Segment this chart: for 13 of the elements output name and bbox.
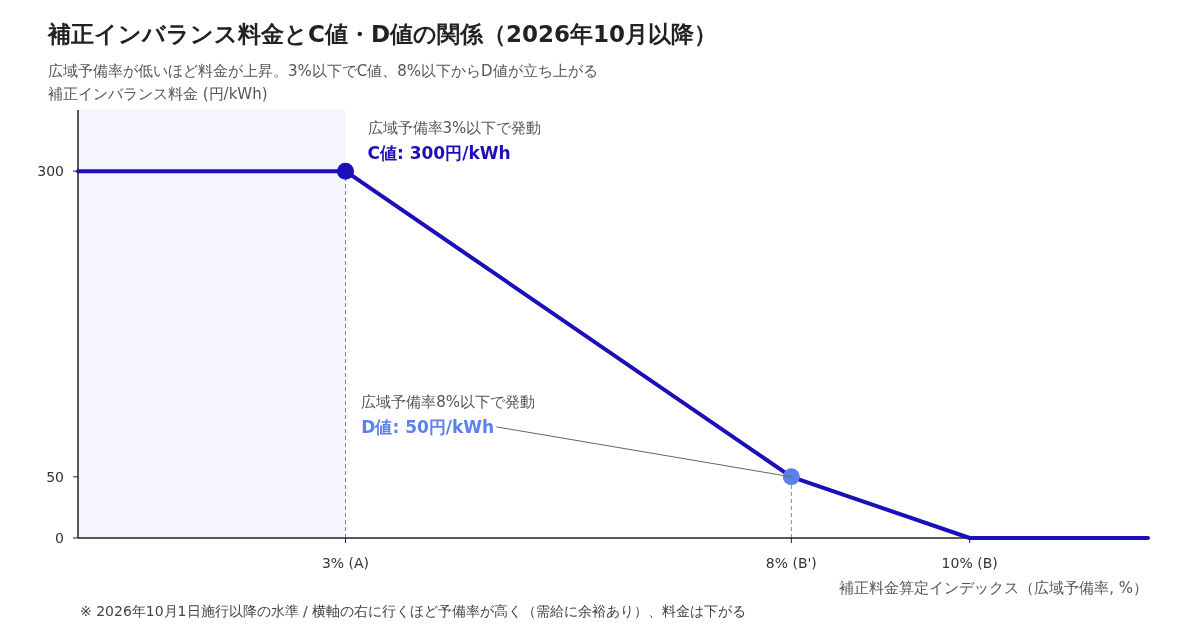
text: ※ 2026年10月1日施行以降の水準 / 横軸の右に行くほど予備率が高く（需給に余裕あり）、料金は下がる [80,603,747,619]
chart-subtitle: 広域予備率が低いほど料金が上昇。3%以下でC値、8%以下からD値が立ち上がる [48,62,598,80]
y-axis-title: 補正インバランス料金 (円/kWh) [48,85,268,103]
annotation: 広域予備率3%以下で発動 C値: 300円/kWh [367,119,542,164]
x-tick-label: 8% (B') [765,555,817,571]
x-tick-label: 3% (A) [321,555,370,571]
x-axis-title: 補正料金算定インデックス（広域予備率, %） [839,579,1148,597]
chart-title: 補正インバランス料金とC値・D値の関係（2026年10月以降） [47,21,717,47]
y-tick-label: 0 [55,530,64,546]
y-tick-label: 50 [46,468,64,485]
y-tick-label: 300 [37,163,64,180]
x-tick-label: 10% (B) [941,555,998,571]
annotation: 広域予備率8%以下で発動 D値: 50円/kWh [361,392,536,437]
